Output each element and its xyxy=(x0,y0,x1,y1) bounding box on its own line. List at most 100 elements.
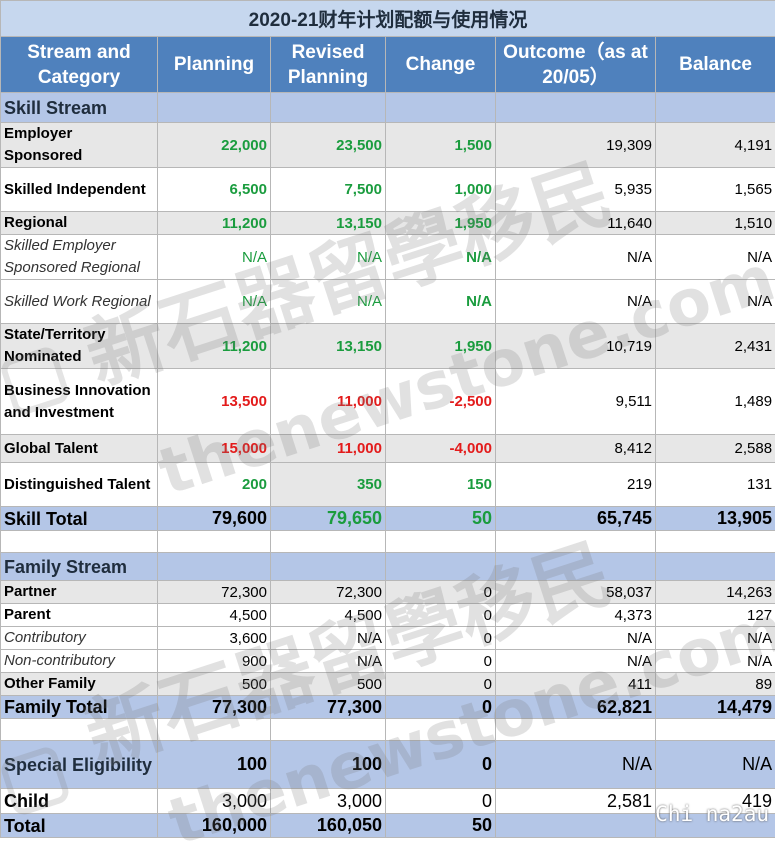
cell-balance: 2,431 xyxy=(656,324,775,369)
cell-revised: 13,150 xyxy=(271,324,386,369)
cell-planning: 3,000 xyxy=(158,789,271,814)
row-label: Skilled Independent xyxy=(1,168,158,212)
row-label: Employer Sponsored xyxy=(1,123,158,168)
cell-change: 1,950 xyxy=(386,212,496,235)
cell-balance: 14,479 xyxy=(656,696,775,719)
cell-revised: 11,000 xyxy=(271,435,386,463)
cell-outcome: 2,581 xyxy=(496,789,656,814)
table-row: Employer Sponsored 22,000 23,500 1,500 1… xyxy=(1,123,775,168)
cell-balance: 131 xyxy=(656,463,775,507)
cell-outcome: 5,935 xyxy=(496,168,656,212)
cell-change: 0 xyxy=(386,604,496,627)
header-revised: Revised Planning xyxy=(271,37,386,93)
cell-outcome: N/A xyxy=(496,741,656,789)
cell-outcome: 4,373 xyxy=(496,604,656,627)
cell-planning: 11,200 xyxy=(158,324,271,369)
cell-outcome: 9,511 xyxy=(496,369,656,435)
cell-balance: 1,510 xyxy=(656,212,775,235)
cell-outcome: 11,640 xyxy=(496,212,656,235)
cell-outcome: 62,821 xyxy=(496,696,656,719)
cell-revised: 23,500 xyxy=(271,123,386,168)
header-planning: Planning xyxy=(158,37,271,93)
header-change: Change xyxy=(386,37,496,93)
cell-outcome: N/A xyxy=(496,280,656,324)
cell-change: -2,500 xyxy=(386,369,496,435)
cell-planning: 200 xyxy=(158,463,271,507)
cell-outcome: 8,412 xyxy=(496,435,656,463)
cell-planning: 100 xyxy=(158,741,271,789)
cell-planning: 15,000 xyxy=(158,435,271,463)
cell-revised: 79,650 xyxy=(271,507,386,531)
row-label: Skilled Employer Sponsored Regional xyxy=(1,235,158,280)
cell-outcome: 65,745 xyxy=(496,507,656,531)
cell-balance: N/A xyxy=(656,235,775,280)
cell-change: 0 xyxy=(386,696,496,719)
cell-outcome: 19,309 xyxy=(496,123,656,168)
row-label: Skilled Work Regional xyxy=(1,280,158,324)
cell-change: 50 xyxy=(386,814,496,838)
cell-revised: 7,500 xyxy=(271,168,386,212)
cell-planning: 72,300 xyxy=(158,581,271,604)
table-row: Contributory 3,600 N/A 0 N/A N/A xyxy=(1,627,775,650)
cell-change: N/A xyxy=(386,280,496,324)
cell-outcome: 58,037 xyxy=(496,581,656,604)
cell-change: 0 xyxy=(386,789,496,814)
cell-change: 0 xyxy=(386,627,496,650)
special-eligibility-row: Special Eligibility 100 100 0 N/A N/A xyxy=(1,741,775,789)
section-family-stream: Family Stream xyxy=(1,553,158,581)
header-stream: Stream and Category xyxy=(1,37,158,93)
cell-balance: 13,905 xyxy=(656,507,775,531)
row-label: Global Talent xyxy=(1,435,158,463)
cell-balance: N/A xyxy=(656,741,775,789)
row-label: Distinguished Talent xyxy=(1,463,158,507)
cell-balance: N/A xyxy=(656,280,775,324)
cell-change: 0 xyxy=(386,581,496,604)
family-total-row: Family Total 77,300 77,300 0 62,821 14,4… xyxy=(1,696,775,719)
cell-outcome: N/A xyxy=(496,235,656,280)
cell-balance: N/A xyxy=(656,627,775,650)
spacer-row xyxy=(1,531,775,553)
cell-planning: 6,500 xyxy=(158,168,271,212)
cell-revised: 77,300 xyxy=(271,696,386,719)
cell-outcome xyxy=(496,814,656,838)
skill-total-row: Skill Total 79,600 79,650 50 65,745 13,9… xyxy=(1,507,775,531)
table-row: Distinguished Talent 200 350 150 219 131 xyxy=(1,463,775,507)
cell-revised: 350 xyxy=(271,463,386,507)
corner-tag: Chi na2au xyxy=(655,802,769,826)
cell-planning: N/A xyxy=(158,235,271,280)
cell-outcome: N/A xyxy=(496,627,656,650)
cell-planning: 13,500 xyxy=(158,369,271,435)
cell-outcome: 219 xyxy=(496,463,656,507)
cell-revised: 100 xyxy=(271,741,386,789)
table-row: Regional 11,200 13,150 1,950 11,640 1,51… xyxy=(1,212,775,235)
cell-planning: 22,000 xyxy=(158,123,271,168)
table-row: Global Talent 15,000 11,000 -4,000 8,412… xyxy=(1,435,775,463)
cell-change: 50 xyxy=(386,507,496,531)
cell-outcome: 10,719 xyxy=(496,324,656,369)
cell-revised: N/A xyxy=(271,627,386,650)
cell-outcome: 411 xyxy=(496,673,656,696)
cell-balance: 2,588 xyxy=(656,435,775,463)
cell-planning: 160,000 xyxy=(158,814,271,838)
cell-change: 1,000 xyxy=(386,168,496,212)
cell-revised: N/A xyxy=(271,235,386,280)
header-balance: Balance xyxy=(656,37,775,93)
cell-change: -4,000 xyxy=(386,435,496,463)
row-label: Skill Total xyxy=(1,507,158,531)
row-label: Other Family xyxy=(1,673,158,696)
row-label: Non-contributory xyxy=(1,650,158,673)
table-row: Skilled Independent 6,500 7,500 1,000 5,… xyxy=(1,168,775,212)
table-row: Parent 4,500 4,500 0 4,373 127 xyxy=(1,604,775,627)
cell-revised: 4,500 xyxy=(271,604,386,627)
table-row: Business Innovation and Investment 13,50… xyxy=(1,369,775,435)
row-label: Regional xyxy=(1,212,158,235)
cell-balance: 1,489 xyxy=(656,369,775,435)
cell-revised: N/A xyxy=(271,650,386,673)
cell-balance: 127 xyxy=(656,604,775,627)
table-row: Skilled Employer Sponsored Regional N/A … xyxy=(1,235,775,280)
cell-revised: 72,300 xyxy=(271,581,386,604)
cell-revised: 500 xyxy=(271,673,386,696)
row-label: Total xyxy=(1,814,158,838)
cell-revised: 3,000 xyxy=(271,789,386,814)
table-row: State/Territory Nominated 11,200 13,150 … xyxy=(1,324,775,369)
